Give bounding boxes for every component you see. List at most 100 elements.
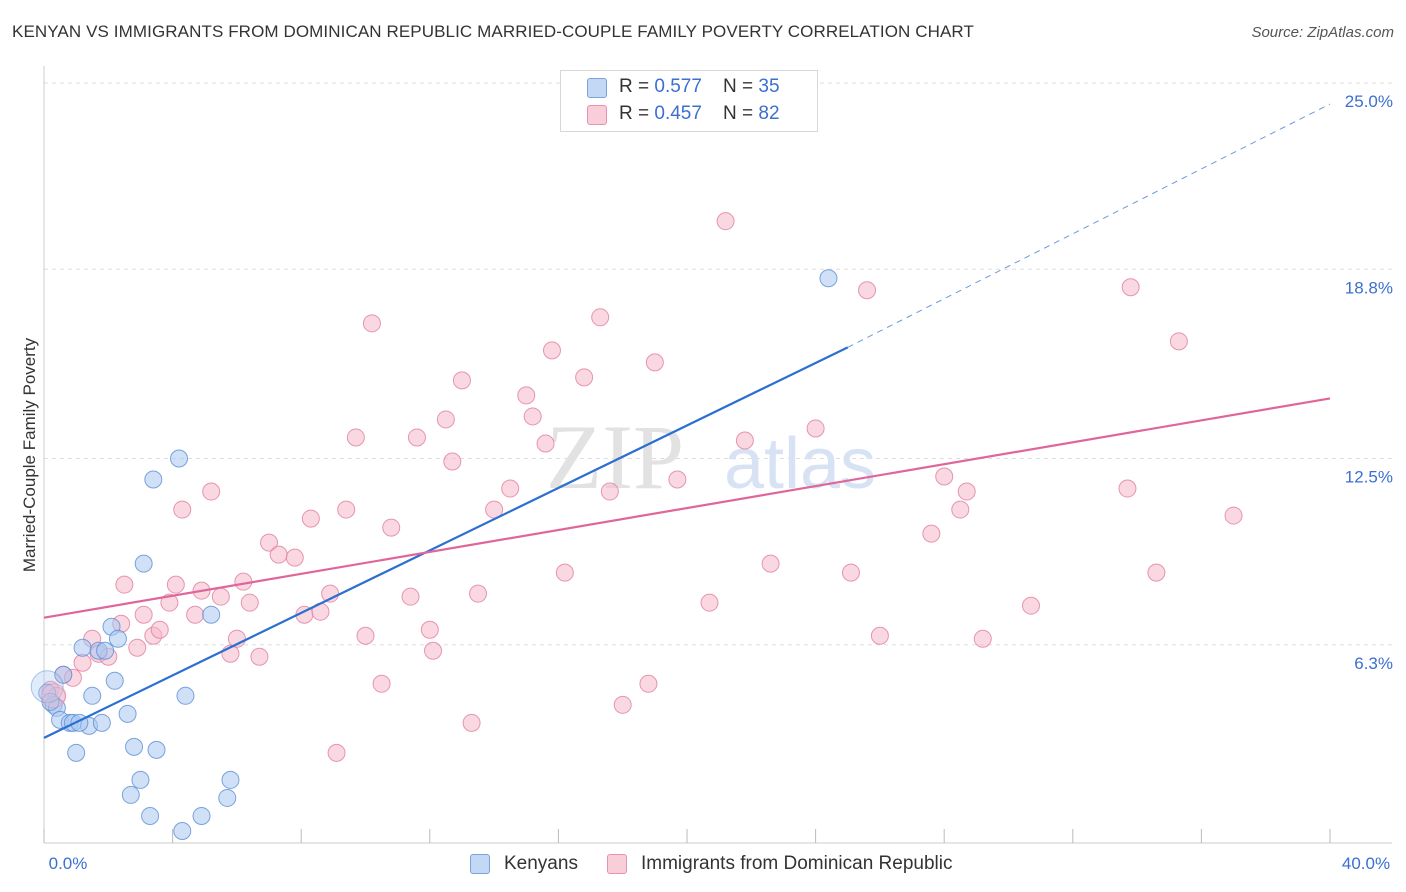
trend-lines bbox=[43, 103, 1331, 739]
y-tick-label: 12.5% bbox=[1345, 468, 1393, 487]
source-credit: Source: ZipAtlas.com bbox=[1251, 24, 1394, 41]
legend-n-value: 35 bbox=[758, 76, 780, 97]
point-dominican bbox=[645, 353, 664, 372]
point-kenyans bbox=[192, 806, 211, 825]
point-dominican bbox=[735, 431, 754, 450]
point-dominican bbox=[73, 653, 92, 672]
legend-swatch-dominican bbox=[607, 854, 627, 874]
point-dominican bbox=[134, 605, 153, 624]
point-dominican bbox=[639, 674, 658, 693]
point-dominican bbox=[1224, 506, 1243, 525]
y-tick-label: 6.3% bbox=[1354, 654, 1393, 673]
point-dominican bbox=[600, 482, 619, 501]
point-dominican bbox=[858, 281, 877, 300]
point-dominican bbox=[523, 407, 542, 426]
point-dominican bbox=[407, 428, 426, 447]
point-dominican bbox=[452, 371, 471, 390]
point-dominican bbox=[186, 605, 205, 624]
point-dominican bbox=[761, 554, 780, 573]
point-kenyans bbox=[67, 743, 86, 762]
point-dominican bbox=[115, 575, 134, 594]
point-dominican bbox=[436, 410, 455, 429]
legend-n-label: N = bbox=[723, 76, 759, 97]
point-kenyans bbox=[92, 713, 111, 732]
series-legend: Kenyans Immigrants from Dominican Republ… bbox=[0, 852, 1406, 878]
point-dominican bbox=[362, 314, 381, 333]
point-dominican bbox=[260, 533, 279, 552]
point-kenyans bbox=[221, 770, 240, 789]
point-dominican bbox=[382, 518, 401, 537]
point-dominican bbox=[173, 500, 192, 519]
point-dominican bbox=[957, 482, 976, 501]
point-dominican bbox=[1121, 278, 1140, 297]
point-kenyans bbox=[144, 470, 163, 489]
point-kenyans bbox=[141, 806, 160, 825]
point-dominican bbox=[443, 452, 462, 471]
point-kenyans bbox=[96, 641, 115, 660]
point-dominican bbox=[372, 674, 391, 693]
point-kenyans bbox=[108, 629, 127, 648]
x-tick-label: 0.0% bbox=[49, 854, 88, 873]
point-dominican bbox=[806, 419, 825, 438]
point-dominican bbox=[517, 386, 536, 405]
point-dominican bbox=[922, 524, 941, 543]
tick-labels: 6.3% 12.5% 18.8% 25.0% 0.0% 40.0% bbox=[49, 92, 1393, 873]
legend-n-label: N = bbox=[723, 103, 759, 124]
legend-r-label: R = bbox=[619, 76, 655, 97]
point-kenyans bbox=[118, 704, 137, 723]
axes bbox=[43, 66, 1392, 844]
point-dominican bbox=[462, 713, 481, 732]
trendline-kenyans-extension bbox=[847, 103, 1331, 348]
point-dominican bbox=[166, 575, 185, 594]
point-dominican bbox=[841, 563, 860, 582]
point-dominican bbox=[327, 743, 346, 762]
point-kenyans bbox=[105, 671, 124, 690]
point-dominican bbox=[1169, 332, 1188, 351]
legend-swatch-kenyans bbox=[470, 854, 490, 874]
legend-swatch-dominican bbox=[587, 105, 607, 125]
point-kenyans bbox=[202, 605, 221, 624]
legend-r-value: 0.457 bbox=[654, 103, 702, 124]
point-dominican bbox=[716, 212, 735, 231]
watermark: ZIP atlas bbox=[546, 406, 876, 508]
point-kenyans bbox=[147, 740, 166, 759]
point-dominican bbox=[41, 683, 67, 709]
point-kenyans bbox=[121, 785, 140, 804]
point-dominican bbox=[935, 467, 954, 486]
point-dominican bbox=[240, 593, 259, 612]
legend-r-value: 0.577 bbox=[654, 76, 702, 97]
y-tick-label: 18.8% bbox=[1345, 278, 1393, 297]
trendline-kenyans bbox=[43, 346, 849, 739]
point-dominican bbox=[1022, 596, 1041, 615]
point-dominican bbox=[250, 647, 269, 666]
point-kenyans bbox=[125, 737, 144, 756]
point-dominican bbox=[202, 482, 221, 501]
point-dominican bbox=[668, 470, 687, 489]
point-kenyans bbox=[73, 638, 92, 657]
point-dominican bbox=[555, 563, 574, 582]
point-dominican bbox=[870, 626, 889, 645]
legend-label-dominican: Immigrants from Dominican Republic bbox=[641, 853, 953, 874]
chart-title: KENYAN VS IMMIGRANTS FROM DOMINICAN REPU… bbox=[12, 22, 974, 41]
point-dominican bbox=[1147, 563, 1166, 582]
point-kenyans bbox=[819, 269, 838, 288]
point-dominican bbox=[1118, 479, 1137, 498]
legend-r-label: R = bbox=[619, 103, 655, 124]
point-dominican bbox=[420, 620, 439, 639]
point-dominican bbox=[613, 695, 632, 714]
point-dominican bbox=[401, 587, 420, 606]
point-kenyans bbox=[131, 770, 150, 789]
x-tick-label: 40.0% bbox=[1342, 854, 1390, 873]
point-kenyans bbox=[83, 686, 102, 705]
point-dominican bbox=[575, 368, 594, 387]
grid-lines bbox=[44, 82, 1392, 646]
trendline-dominican bbox=[43, 397, 1331, 619]
point-dominican bbox=[951, 500, 970, 519]
point-kenyans bbox=[218, 788, 237, 807]
data-points bbox=[30, 212, 1243, 840]
point-dominican bbox=[469, 584, 488, 603]
point-dominican bbox=[128, 638, 147, 657]
point-dominican bbox=[301, 509, 320, 528]
point-dominican bbox=[700, 593, 719, 612]
